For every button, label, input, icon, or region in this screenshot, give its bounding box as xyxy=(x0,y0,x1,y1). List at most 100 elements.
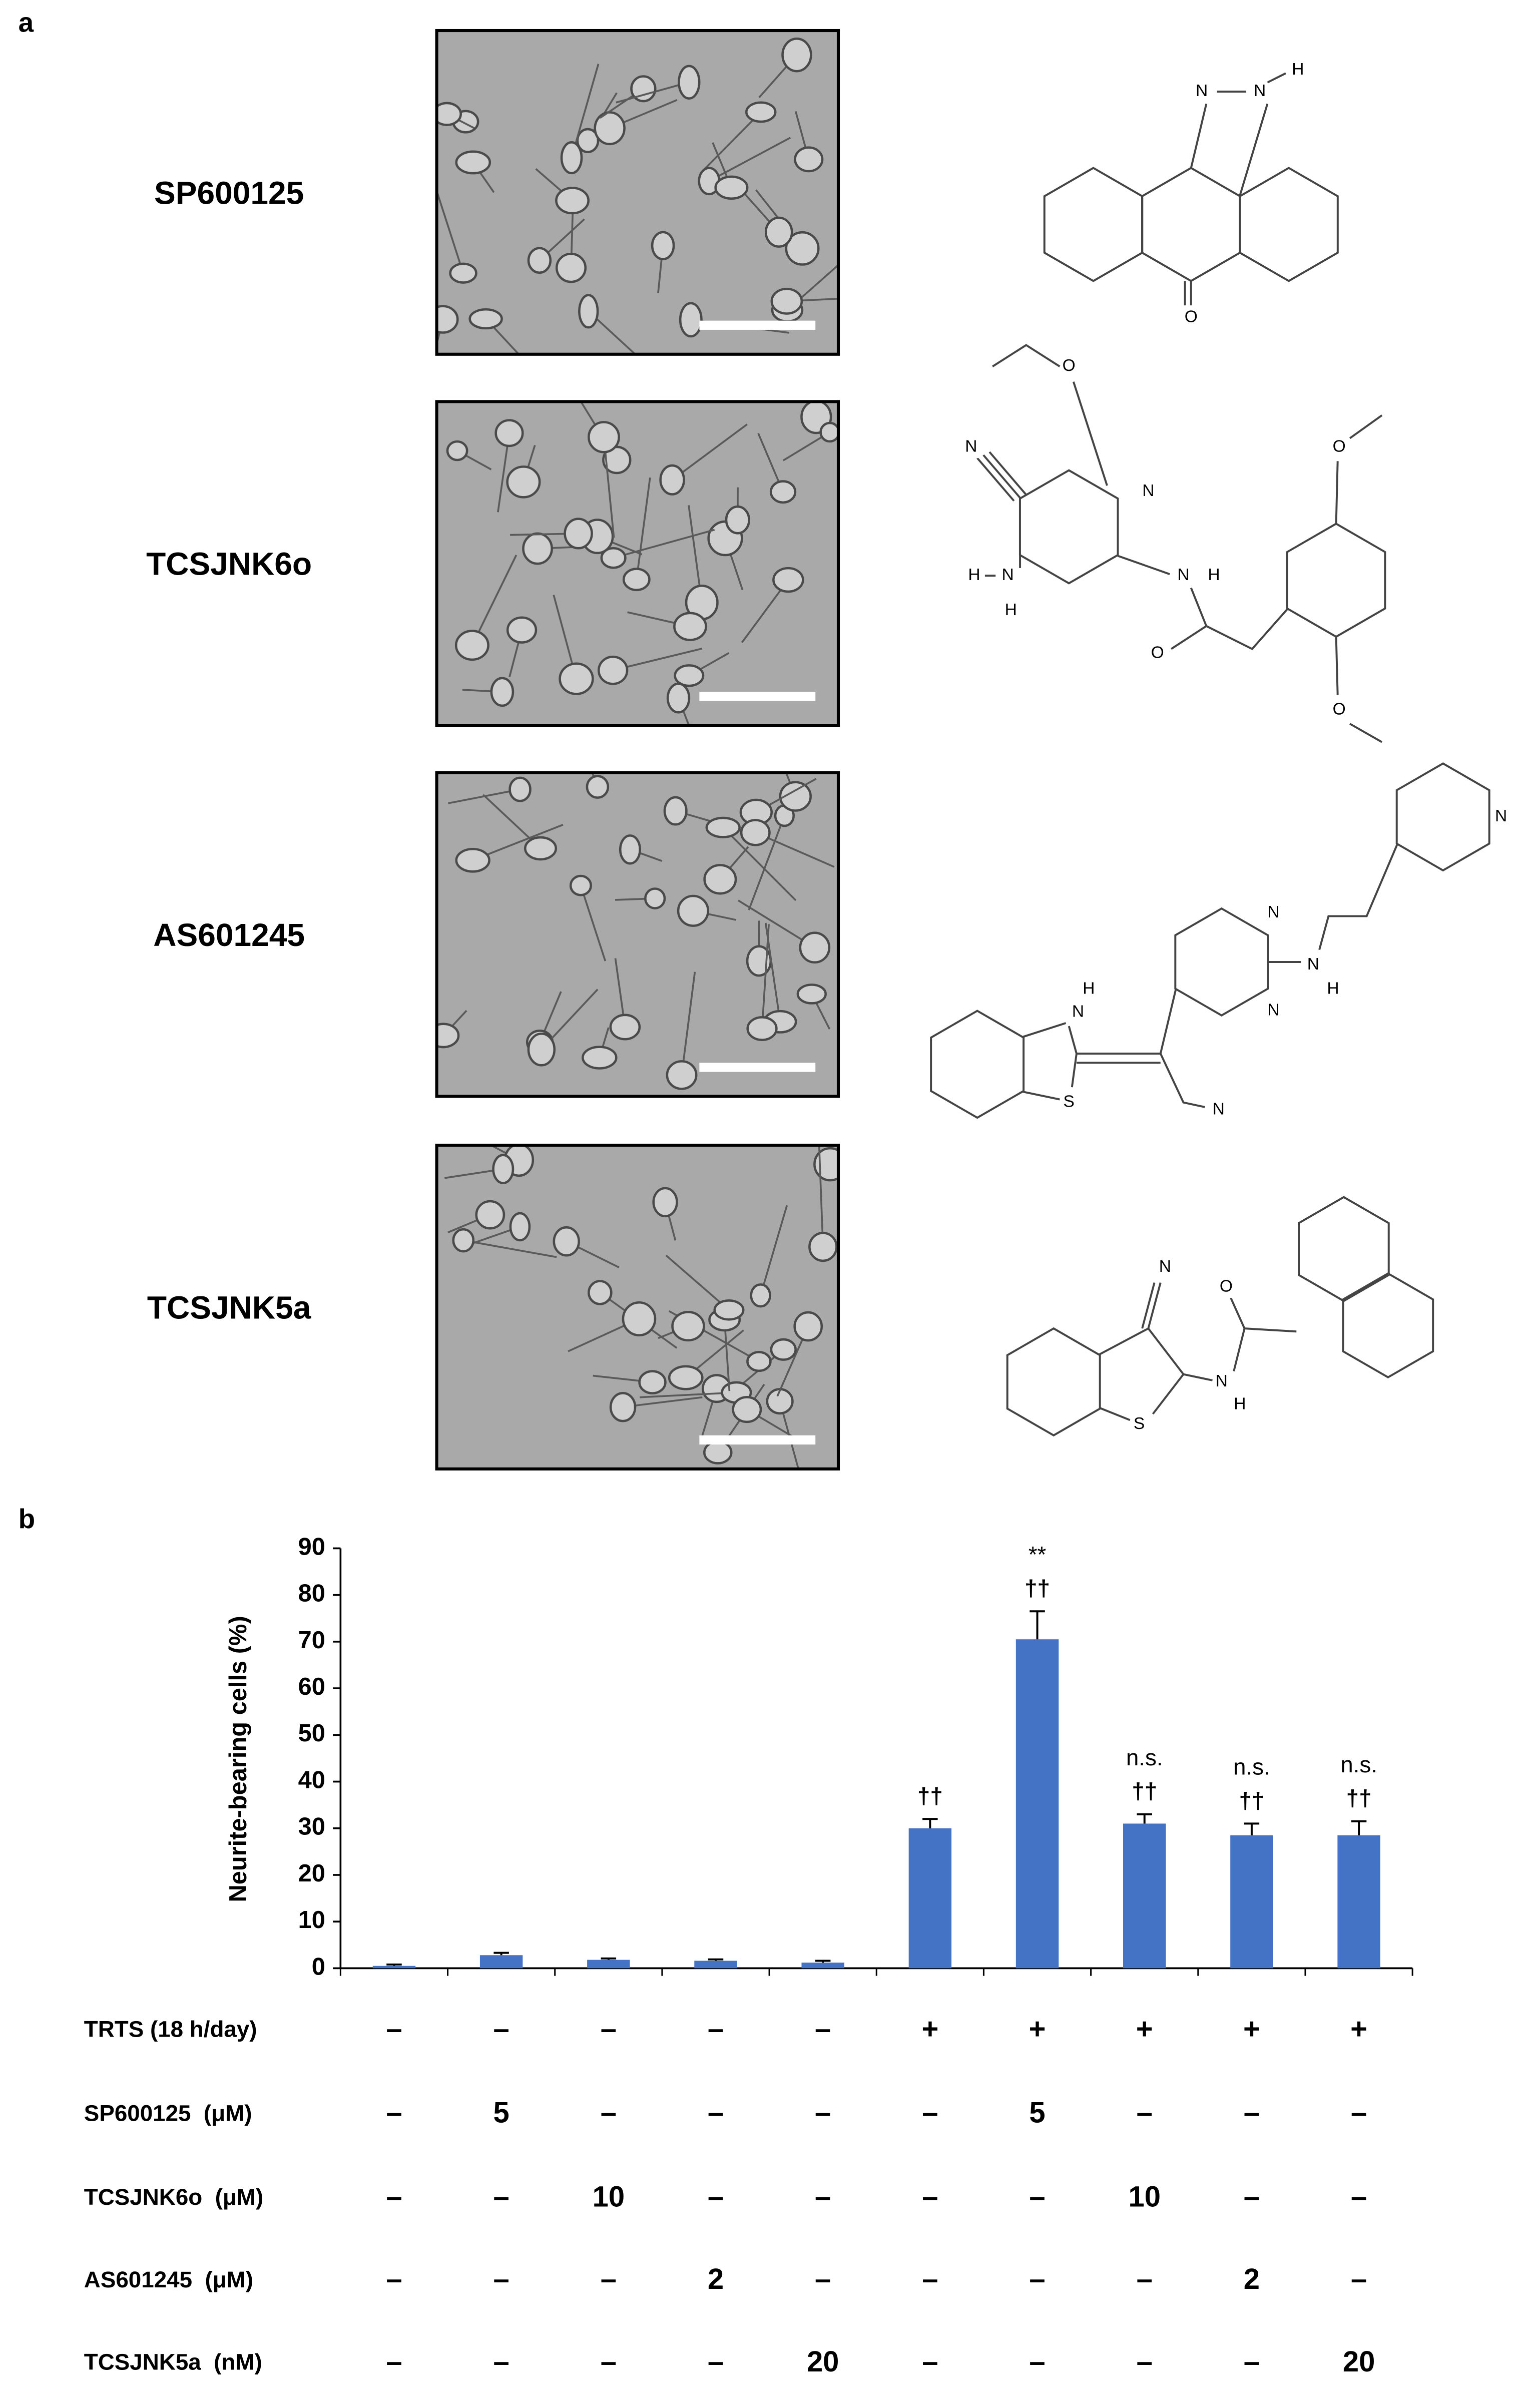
bond xyxy=(1267,72,1286,84)
ring-bond xyxy=(1342,1272,1434,1379)
bond xyxy=(1206,608,1288,651)
cell xyxy=(750,1283,771,1308)
condition-cell: – xyxy=(386,2346,402,2378)
atom-bg xyxy=(1218,1276,1234,1298)
error-bar xyxy=(386,1963,402,1966)
atom-label: H xyxy=(1234,1395,1246,1413)
compound-name: SP600125 xyxy=(154,175,304,211)
atom-label: S xyxy=(1064,1092,1075,1111)
bar xyxy=(479,1955,523,1969)
condition-cell: – xyxy=(1351,2181,1367,2213)
condition-label: TCSJNK6o (μM) xyxy=(84,2184,263,2210)
atom-bg xyxy=(1493,806,1509,828)
bar xyxy=(694,1961,737,1969)
cell xyxy=(678,65,701,100)
bond xyxy=(1159,989,1177,1054)
neurite xyxy=(748,815,786,910)
bar xyxy=(801,1963,844,1969)
condition-cell: – xyxy=(1244,2097,1260,2129)
atom-label: H xyxy=(1083,980,1095,998)
neurite xyxy=(709,137,791,182)
condition-cell: – xyxy=(815,2013,831,2045)
bond xyxy=(1335,637,1339,695)
cell xyxy=(490,677,515,707)
bond xyxy=(1233,1328,1246,1372)
bond xyxy=(1183,1373,1213,1381)
bond xyxy=(1318,844,1398,950)
cell xyxy=(770,1338,797,1361)
cell xyxy=(666,1060,698,1090)
atom-label: O xyxy=(1333,700,1346,718)
error-bar xyxy=(815,1960,831,1963)
cell xyxy=(622,1301,657,1336)
condition-cell: – xyxy=(493,2181,510,2213)
atom-bg xyxy=(1290,59,1306,81)
neurite xyxy=(722,826,797,901)
condition-cell: – xyxy=(1137,2263,1153,2295)
neurite xyxy=(613,529,715,559)
condition-cell: – xyxy=(1351,2097,1367,2129)
panel-label: a xyxy=(19,7,34,38)
condition-cell: – xyxy=(1137,2097,1153,2129)
cell xyxy=(468,308,503,330)
micrograph xyxy=(436,1145,838,1469)
atom-label: H xyxy=(1327,980,1339,998)
condition-cell: – xyxy=(386,2181,402,2213)
error-bar xyxy=(1030,1610,1045,1640)
condition-cell: – xyxy=(922,2181,938,2213)
bond xyxy=(976,457,1015,502)
bond xyxy=(1244,1327,1297,1333)
condition-cell: – xyxy=(1351,2263,1367,2295)
cell xyxy=(600,547,627,569)
neurite xyxy=(616,81,690,104)
condition-cell: – xyxy=(601,2346,617,2378)
atom-bg xyxy=(963,436,979,458)
atom-bg xyxy=(1070,1002,1086,1023)
atom-label: O xyxy=(1220,1277,1233,1296)
bond xyxy=(1071,1053,1078,1088)
atom-bg xyxy=(1325,979,1341,1001)
significance-label: †† xyxy=(1346,1785,1372,1811)
cell xyxy=(732,1396,762,1423)
ring-bond xyxy=(1239,167,1339,282)
bond xyxy=(1159,1053,1205,1108)
neurite xyxy=(471,555,518,646)
atom-bg xyxy=(1061,1092,1077,1113)
y-tick-label: 50 xyxy=(298,1720,325,1747)
compound-name: TCSJNK5a xyxy=(147,1289,312,1325)
y-tick-label: 60 xyxy=(298,1673,325,1700)
atom-label: H xyxy=(1208,566,1220,584)
cell xyxy=(455,150,491,175)
cell xyxy=(508,776,532,802)
cell xyxy=(630,75,657,103)
condition-cell: – xyxy=(601,2263,617,2295)
condition-cell: – xyxy=(708,2181,724,2213)
cell xyxy=(506,465,541,499)
scale-bar xyxy=(699,320,816,330)
condition-cell: + xyxy=(921,2013,938,2045)
scale-bar xyxy=(699,691,816,701)
atom-bg xyxy=(1194,81,1210,103)
atom-label: O xyxy=(1063,356,1076,375)
scale-bar xyxy=(699,1435,816,1444)
cell xyxy=(588,421,620,453)
micrograph-bg xyxy=(436,401,838,726)
condition-cell: – xyxy=(922,2263,938,2295)
bond xyxy=(1072,381,1108,486)
cell xyxy=(582,1046,618,1070)
bond xyxy=(1171,625,1207,650)
atom-label: N xyxy=(1177,566,1189,584)
cell xyxy=(740,819,771,846)
bond xyxy=(1141,1282,1156,1329)
neurite xyxy=(723,1319,731,1391)
condition-label: SP600125 (μM) xyxy=(84,2100,252,2126)
atom-label: N xyxy=(965,437,977,456)
bond xyxy=(1349,414,1383,439)
cell xyxy=(668,1365,704,1390)
neurite xyxy=(681,972,696,1076)
cell xyxy=(522,532,553,565)
cell xyxy=(509,1212,531,1242)
cell xyxy=(772,567,804,593)
neurite xyxy=(603,437,615,538)
